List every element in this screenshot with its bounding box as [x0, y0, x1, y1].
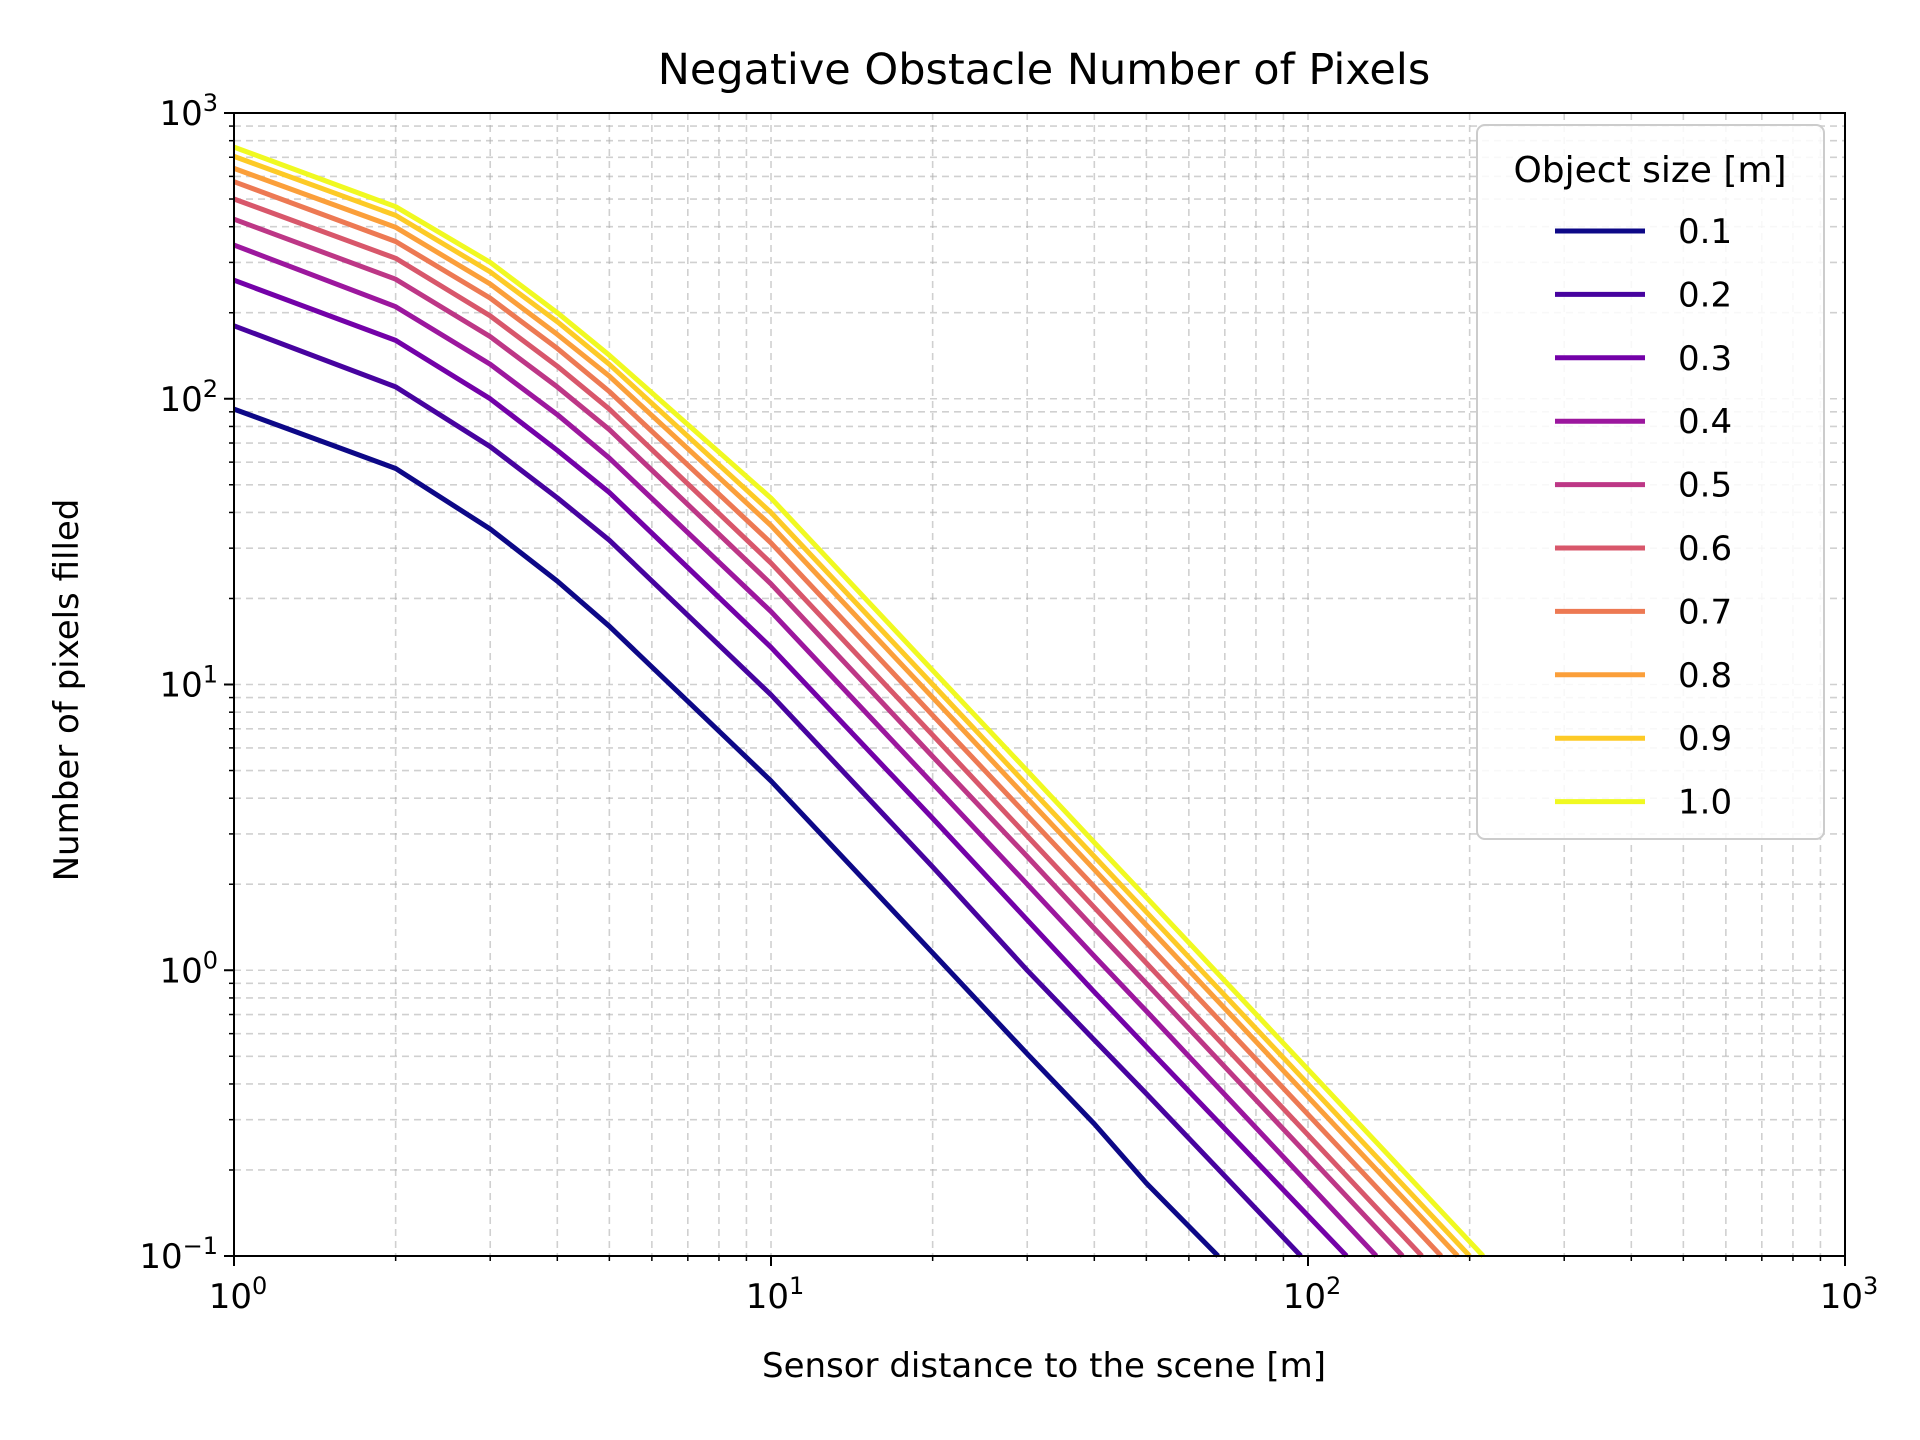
legend-label-0.2: 0.2: [1678, 275, 1732, 315]
legend-label-0.9: 0.9: [1678, 719, 1732, 759]
legend-label-0.4: 0.4: [1678, 402, 1732, 442]
legend-box: [1476, 124, 1825, 840]
y-tick-label: 100: [159, 946, 218, 991]
series-line-0.9: [233, 154, 1472, 1258]
series-line-0.2: [233, 323, 1303, 1258]
series-line-0.1: [233, 406, 1220, 1258]
series-line-0.5: [233, 216, 1405, 1258]
series-lines: [233, 144, 1486, 1258]
x-tick-label: 102: [1283, 1272, 1342, 1317]
legend-items: 0.1 0.2 0.3 0.4 0.5 0.6 0.7 0.8 0.9 1.0: [1555, 212, 1732, 823]
legend-label-0.1: 0.1: [1678, 212, 1732, 252]
y-tick-label: 10−1: [139, 1232, 218, 1277]
legend: Object size [m] 0.1 0.2 0.3 0.4 0.5 0.6 0.7 0.8…: [1476, 124, 1825, 840]
legend-label-0.5: 0.5: [1678, 466, 1732, 506]
legend-label-0.6: 0.6: [1678, 529, 1732, 569]
series-line-1.0: [233, 144, 1486, 1258]
legend-label-1.0: 1.0: [1678, 783, 1732, 823]
legend-title: Object size [m]: [1513, 150, 1786, 191]
x-tick-label: 100: [209, 1272, 268, 1317]
legend-label-0.3: 0.3: [1678, 339, 1732, 379]
legend-label-0.8: 0.8: [1678, 656, 1732, 696]
y-axis-label: Number of pixels filled: [47, 499, 87, 882]
chart-title: Negative Obstacle Number of Pixels: [658, 45, 1431, 95]
x-axis-label: Sensor distance to the scene [m]: [762, 1346, 1326, 1386]
y-tick-label: 102: [159, 375, 218, 420]
series-line-0.6: [233, 196, 1424, 1258]
y-tick-label: 101: [159, 661, 218, 706]
x-tick-label: 103: [1820, 1272, 1879, 1317]
series-line-0.7: [233, 179, 1444, 1258]
series-line-0.3: [233, 277, 1349, 1258]
x-tick-label: 101: [746, 1272, 805, 1317]
series-line-0.4: [233, 242, 1379, 1258]
legend-label-0.7: 0.7: [1678, 592, 1732, 632]
series-line-0.8: [233, 166, 1460, 1258]
y-tick-label: 103: [159, 89, 218, 134]
